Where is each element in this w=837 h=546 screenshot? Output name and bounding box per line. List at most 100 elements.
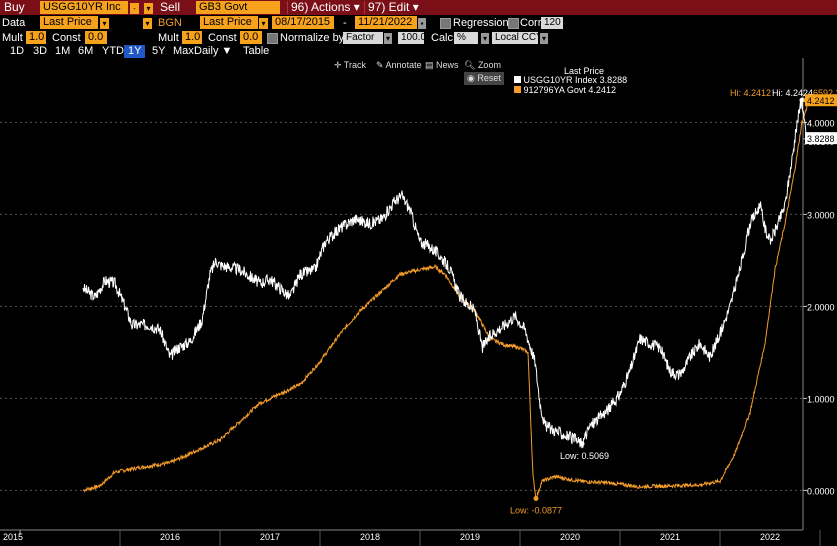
news-tool[interactable]: ▤ News [425, 60, 459, 70]
source-label: BGN [158, 17, 182, 29]
buy-label[interactable]: Buy [4, 0, 25, 14]
orange-hi-label: Hi: 4.2412 [730, 88, 771, 98]
x-tick-label-2021: 2021 [660, 532, 680, 542]
table-button[interactable]: Table [243, 45, 270, 57]
data-field-dropdown[interactable]: ▾ [100, 17, 109, 30]
series-line-white [82, 98, 810, 449]
source-field-select[interactable]: Last Price [200, 16, 258, 29]
range-1d[interactable]: 1D [10, 45, 25, 57]
legend-item-orange: 912796YA Govt 4.2412 [514, 84, 616, 97]
calc-select[interactable]: % [454, 32, 478, 44]
series-line-orange [82, 99, 810, 500]
ticker-input[interactable]: USGG10YR Inc [40, 1, 128, 14]
legend-white-name: USGG10YR Index [523, 75, 598, 85]
white-last-tag-bg [805, 132, 837, 145]
mult2-label: Mult [158, 32, 179, 44]
calc-label: Calc [431, 32, 454, 44]
date-separator: - [343, 17, 347, 29]
range-row: 1D 3D 1M 6M YTD 1Y 5Y Max Daily ▼ Table [0, 45, 837, 58]
regression-label: Regression [453, 17, 509, 29]
legend-title: Last Price [564, 66, 605, 76]
corr-checkbox[interactable] [508, 17, 519, 30]
range-6m[interactable]: 6M [78, 45, 94, 57]
currency-dropdown[interactable]: ▾ [540, 33, 548, 44]
white-hi-label: Hi: 4.2424 [772, 88, 813, 98]
zoom-tool[interactable]: 🔍︎ Zoom [464, 60, 501, 70]
x-tick-label-2017: 2017 [260, 532, 280, 542]
edit-menu[interactable]: 97) Edit ▾ [364, 1, 419, 14]
const2-label: Const [208, 32, 237, 44]
normalize-checkbox[interactable] [267, 32, 278, 45]
reset-button[interactable]: ◉ Reset [464, 72, 504, 85]
x-tick-label-2016: 2016 [160, 532, 180, 542]
const-input[interactable]: 0.0 [85, 31, 107, 44]
annotate-tool[interactable]: ✎ Annotate [376, 60, 422, 70]
range-ytd[interactable]: YTD [102, 45, 124, 57]
factor-input[interactable]: 100.0 [398, 32, 426, 44]
end-date-input[interactable]: 11/21/2022 [355, 16, 417, 29]
x-tick-label-2019: 2019 [460, 532, 480, 542]
range-5y[interactable]: 5Y [152, 45, 166, 57]
chart-legend: Last Price USGG10YR Index 3.8288 912796Y… [512, 65, 630, 97]
y-tick-label-1: 1.0000 [807, 394, 835, 404]
sell-label[interactable]: Sell [160, 0, 181, 14]
track-label: Track [343, 60, 367, 70]
y-tick-label-3: 3.0000 [807, 210, 835, 220]
y-tick-label-0: 0.0000 [807, 486, 835, 496]
ticker-dropdown-2[interactable]: ▾ [144, 2, 153, 15]
white-low-label: Low: 0.5069 [560, 451, 609, 461]
range-max[interactable]: Max [173, 45, 194, 57]
x-tick-label-2018: 2018 [360, 532, 380, 542]
source-field-dropdown[interactable]: ▾ [259, 17, 268, 30]
price-chart[interactable]: 0.0000 1.0000 2.0000 3.0000 4.0000 2015 2016 20… [0, 58, 837, 546]
command-bar: Buy USGG10YR Inc - ▾ Sell GB3 Govt 96) A… [0, 0, 837, 15]
const2-input[interactable]: 0.0 [240, 31, 262, 44]
x-tick-label-2022: 2022 [760, 532, 780, 542]
regression-checkbox[interactable] [440, 17, 451, 30]
data-params-row: Data Last Price ▾ ▾ BGN Last Price ▾ 08/… [0, 15, 837, 30]
normalize-select[interactable]: Factor [343, 32, 383, 44]
actions-menu[interactable]: 96) Actions ▾ [287, 1, 360, 14]
mult-label: Mult [2, 32, 23, 44]
corr-label: Corr [520, 17, 542, 29]
x-tick-label-2015: 2015 [3, 532, 23, 542]
white-low-marker [579, 441, 585, 447]
range-1y[interactable]: 1Y [124, 45, 146, 58]
calc-dropdown[interactable]: ▾ [481, 33, 489, 44]
legend-swatch-orange [514, 86, 521, 93]
frequency-select[interactable]: Daily ▼ [194, 45, 233, 57]
orange-low-marker [533, 495, 539, 501]
orange-last-tag-bg [805, 94, 837, 107]
pct-label-orange: 6592.25% [813, 88, 837, 98]
orange-last-tag: 4.2412 [807, 96, 835, 106]
transform-row: Mult 1.0 Const 0.0 Mult 1.0 Const 0.0 No… [0, 30, 837, 45]
track-tool[interactable]: ✛ Track [334, 60, 367, 70]
sell-security-input[interactable]: GB3 Govt [196, 1, 280, 14]
currency-select[interactable]: Local CCY [492, 32, 543, 44]
orange-low-label: Low: -0.0877 [510, 505, 562, 515]
ticker-dropdown[interactable]: - [130, 2, 139, 15]
legend-item-white: USGG10YR Index 3.8288 [514, 74, 627, 87]
const-label: Const [52, 32, 81, 44]
annotate-label: Annotate [385, 60, 422, 70]
mult-input[interactable]: 1.0 [26, 31, 46, 44]
calendar-icon[interactable]: ▪ [418, 17, 426, 30]
data-label: Data [2, 17, 26, 29]
corr-value-input[interactable]: 120 [541, 17, 563, 29]
y-tick-label-2: 2.0000 [807, 302, 835, 312]
normalize-dropdown[interactable]: ▾ [384, 33, 392, 44]
normalize-label: Normalize by [280, 32, 345, 44]
legend-orange-name: 912796YA Govt [523, 85, 586, 95]
mult2-input[interactable]: 1.0 [182, 31, 202, 44]
white-last-tag: 3.8288 [807, 134, 835, 144]
legend-swatch-white [514, 76, 521, 83]
legend-orange-value: 4.2412 [588, 85, 616, 95]
white-hi-marker [799, 97, 805, 103]
data-field-select[interactable]: Last Price [40, 16, 98, 29]
start-date-input[interactable]: 08/17/2015 [272, 16, 334, 29]
news-label: News [436, 60, 459, 70]
zoom-label: Zoom [477, 60, 501, 70]
source-dropdown[interactable]: ▾ [143, 17, 152, 30]
range-1m[interactable]: 1M [55, 45, 71, 57]
range-3d[interactable]: 3D [33, 45, 48, 57]
